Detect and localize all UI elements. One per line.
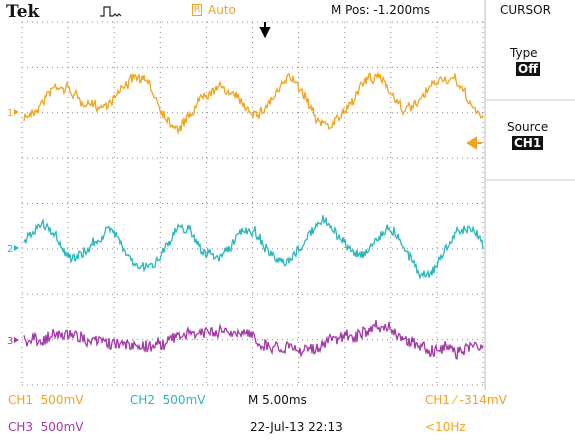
menu-value[interactable]: Off — [516, 62, 540, 76]
oscilloscope-screen: 1 2 3 Tek R Auto M Pos: -1.200ms CURSOR Ty… — [0, 0, 575, 441]
trigger-position-marker — [261, 22, 269, 36]
trigger-badge: R — [192, 4, 202, 16]
channel-marker-arrow — [14, 337, 19, 343]
channel-marker: 3 — [7, 336, 13, 347]
channel-marker-arrow — [14, 245, 19, 251]
timebase: M 5.00ms — [248, 393, 307, 407]
channel-readout: CH3 500mV — [8, 420, 83, 434]
trigger-readout: CH1 ⁄ -314mV — [425, 393, 507, 407]
brand: Tek — [6, 3, 39, 21]
channel-marker: 2 — [7, 244, 13, 255]
channel-readout: CH1 500mV — [8, 393, 83, 407]
position: M Pos: -1.200ms — [331, 3, 430, 17]
menu-label: Type — [510, 46, 538, 60]
datetime: 22-Jul-13 22:13 — [250, 420, 343, 434]
menu-title: CURSOR — [500, 3, 551, 17]
channel-marker-arrow — [14, 109, 19, 115]
channel-readout: CH2 500mV — [130, 393, 205, 407]
menu-value[interactable]: CH1 — [512, 136, 543, 150]
trigger-level-marker — [468, 138, 482, 148]
menu-label: Source — [507, 120, 548, 134]
graticule: 1 2 3 — [0, 0, 575, 441]
channel-marker: 1 — [7, 108, 13, 119]
waveform — [24, 215, 483, 278]
waveform — [24, 73, 483, 132]
trigger-mode: Auto — [208, 3, 236, 17]
frequency: <10Hz — [425, 420, 466, 434]
trigger-type-icon — [100, 7, 121, 16]
